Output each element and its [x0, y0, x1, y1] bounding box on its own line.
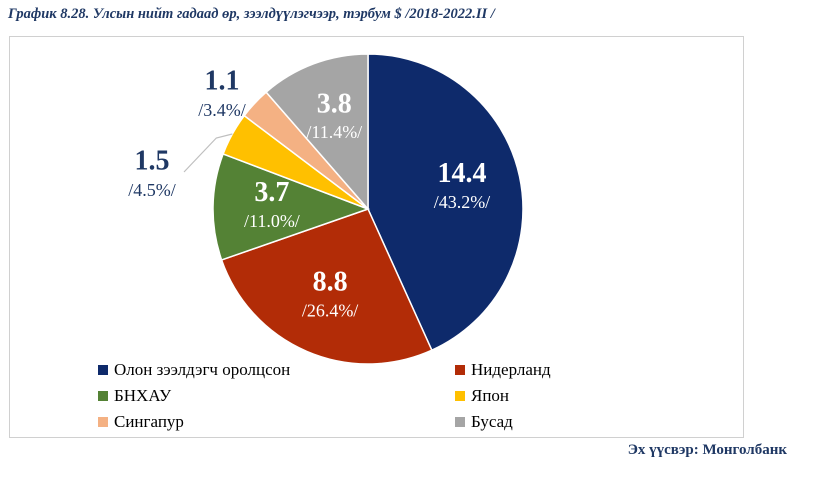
legend-swatch	[455, 365, 465, 375]
data-label-percent: /26.4%/	[302, 300, 359, 320]
data-label-percent: /4.5%/	[128, 180, 176, 200]
data-label-value: 8.8	[313, 267, 348, 298]
data-label-percent: /11.0%/	[244, 211, 300, 231]
pie-slice	[220, 208, 433, 365]
legend-label: Япон	[471, 386, 509, 405]
pie-slice	[265, 53, 369, 212]
data-label-value: 3.8	[317, 88, 352, 119]
chart-title: График 8.28. Улсын нийт гадаад өр, зээлд…	[8, 6, 495, 22]
legend-swatch	[98, 417, 108, 427]
legend-label: Сингапур	[114, 412, 184, 431]
pie-slice	[367, 53, 524, 352]
legend-swatch	[455, 391, 465, 401]
legend-label: Нидерланд	[471, 360, 551, 379]
legend-swatch	[455, 417, 465, 427]
data-label-percent: /43.2%/	[434, 192, 491, 212]
pie-slice	[212, 152, 371, 261]
legend-label: Олон зээлдэгч оролцсон	[114, 360, 290, 379]
legend-label: Бусад	[471, 412, 513, 431]
data-label-value: 1.5	[135, 145, 170, 176]
leader-line	[183, 133, 233, 173]
data-label-value: 14.4	[437, 158, 486, 189]
legend-swatch	[98, 391, 108, 401]
data-label-percent: /3.4%/	[198, 100, 246, 120]
legend-label: БНХАУ	[114, 386, 172, 405]
data-label-percent: /11.4%/	[306, 122, 362, 142]
legend-swatch	[98, 365, 108, 375]
data-label-value: 1.1	[205, 65, 240, 96]
chart-frame	[9, 36, 744, 438]
source-note: Эх үүсвэр: Монголбанк	[627, 442, 787, 458]
data-label-value: 3.7	[254, 177, 289, 208]
